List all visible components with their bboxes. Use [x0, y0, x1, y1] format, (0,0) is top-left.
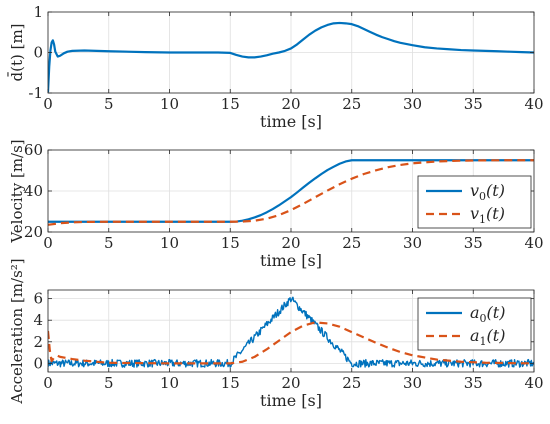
y-tick-label: -1: [28, 84, 43, 102]
y-axis-label: Velocity [m/s]: [8, 139, 26, 243]
x-tick-label: 35: [464, 234, 483, 252]
x-tick-label: 5: [104, 374, 114, 392]
x-tick-label: 15: [221, 374, 240, 392]
x-tick-label: 30: [403, 95, 422, 113]
y-tick-label: 6: [33, 290, 43, 308]
legend-label: a1(t): [470, 326, 505, 348]
x-tick-label: 0: [43, 95, 53, 113]
legend-box: [417, 175, 532, 229]
x-tick-label: 15: [221, 95, 240, 113]
legend: v0(t)v1(t): [417, 175, 532, 229]
y-tick-label: 4: [33, 311, 43, 329]
y-tick-label: 2: [33, 333, 43, 351]
series-line-v1t: [48, 159, 534, 226]
legend-label: a0(t): [470, 303, 505, 325]
x-tick-label: 5: [104, 95, 114, 113]
panel-velocity: 0 5 10 15 20 25 30 35 40 20 40 60 time [s] Velocity […: [8, 139, 544, 270]
x-tick-label: 35: [464, 95, 483, 113]
x-tick-label: 10: [160, 374, 179, 392]
panel-acceleration: 0 5 10 15 20 25 30 35 40 0 2 4 6 time [s] Acceleration…: [8, 258, 544, 410]
x-axis-label: time [s]: [260, 251, 322, 270]
x-axis-label: time [s]: [260, 112, 322, 131]
x-axis-label: time [s]: [260, 391, 322, 410]
legend-label: v1(t): [470, 204, 505, 226]
y-tick-label: 0: [33, 44, 43, 62]
x-tick-label: 40: [524, 234, 543, 252]
x-tick-label: 35: [464, 374, 483, 392]
x-tick-label: 10: [160, 95, 179, 113]
legend-box: [417, 297, 532, 351]
x-tick-label: 10: [160, 234, 179, 252]
x-tick-label: 20: [281, 234, 300, 252]
x-tick-label: 20: [281, 374, 300, 392]
x-tick-label: 20: [281, 95, 300, 113]
x-tick-label: 25: [342, 234, 361, 252]
legend-label: v0(t): [470, 181, 505, 203]
y-axis-label: d̄(t) [m]: [8, 23, 26, 81]
x-tick-label: 30: [403, 234, 422, 252]
x-tick-label: 25: [342, 374, 361, 392]
x-tick-label: 0: [43, 374, 53, 392]
legend: a0(t)a1(t): [417, 297, 532, 351]
series-line-v0t: [48, 159, 534, 223]
x-tick-label: 40: [524, 374, 543, 392]
y-tick-label: 1: [33, 3, 43, 21]
series-line-a1t: [48, 321, 534, 365]
x-tick-label: 40: [524, 95, 543, 113]
x-tick-label: 30: [403, 374, 422, 392]
x-tick-label: 25: [342, 95, 361, 113]
y-tick-label: 40: [24, 182, 43, 200]
series-line-a0t: [48, 296, 534, 368]
y-axis-label: Acceleration [m/s²]: [8, 258, 26, 404]
x-tick-label: 5: [104, 234, 114, 252]
y-tick-label: 0: [33, 354, 43, 372]
y-tick-label: 60: [24, 141, 43, 159]
x-tick-label: 15: [221, 234, 240, 252]
x-tick-label: 0: [43, 234, 53, 252]
series-line-trace0: [48, 21, 534, 93]
y-tick-label: 20: [24, 223, 43, 241]
